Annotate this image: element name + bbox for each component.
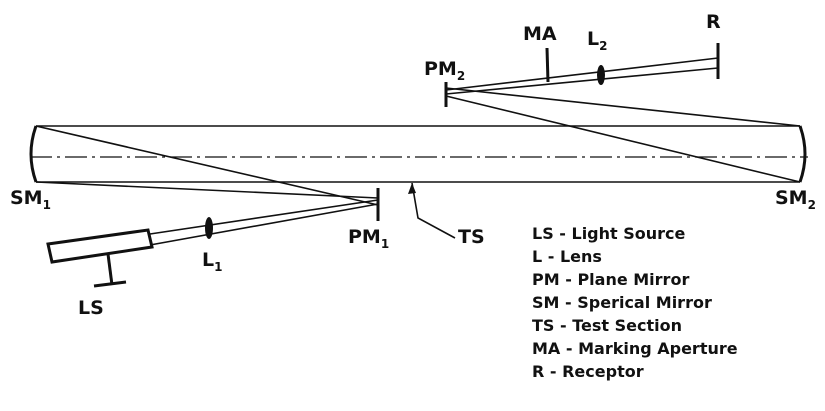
beam-pm2-to-receptor-bottom (445, 67, 719, 95)
label-ls: LS (78, 297, 104, 319)
spherical-mirror-2 (798, 125, 807, 183)
beam-pm2-to-receptor-top (445, 57, 719, 91)
spherical-mirror-1 (29, 125, 38, 183)
beam-pm1-to-source-top (149, 199, 379, 235)
legend-item: SM - Sperical Mirror (532, 293, 712, 312)
light-source-stand-post (106, 253, 114, 286)
label-ts: TS (458, 226, 485, 248)
label-l1: L1 (202, 249, 222, 274)
beam-sm1-top-to-pm1 (35, 125, 379, 206)
legend-item: R - Receptor (532, 362, 644, 381)
label-pm2: PM2 (424, 58, 465, 83)
marking-aperture (545, 47, 550, 83)
legend: LS - Light Source L - Lens PM - Plane Mi… (532, 224, 738, 381)
label-ma: MA (523, 23, 557, 45)
light-source-stand-base (93, 280, 127, 288)
test-section-arrowhead (408, 183, 416, 194)
legend-item: MA - Marking Aperture (532, 339, 738, 358)
beam-sm1-bottom-to-pm1 (35, 181, 379, 199)
legend-item: L - Lens (532, 247, 602, 266)
beam-pm2-to-sm2-top (445, 87, 801, 127)
legend-item: LS - Light Source (532, 224, 686, 243)
label-sm1: SM1 (10, 187, 51, 212)
legend-item: PM - Plane Mirror (532, 270, 689, 289)
lens-2 (597, 65, 605, 85)
label-sm2: SM2 (775, 187, 816, 212)
test-section-pointer (411, 182, 456, 239)
label-l2: L2 (587, 28, 607, 53)
lens-1 (205, 217, 213, 239)
label-r: R (706, 11, 721, 33)
beam-pm1-to-source-bottom (149, 203, 379, 246)
label-pm1: PM1 (348, 226, 389, 251)
light-source-tube (46, 228, 154, 264)
legend-item: TS - Test Section (532, 316, 682, 335)
beam-pm2-to-sm2-bottom (445, 95, 801, 183)
